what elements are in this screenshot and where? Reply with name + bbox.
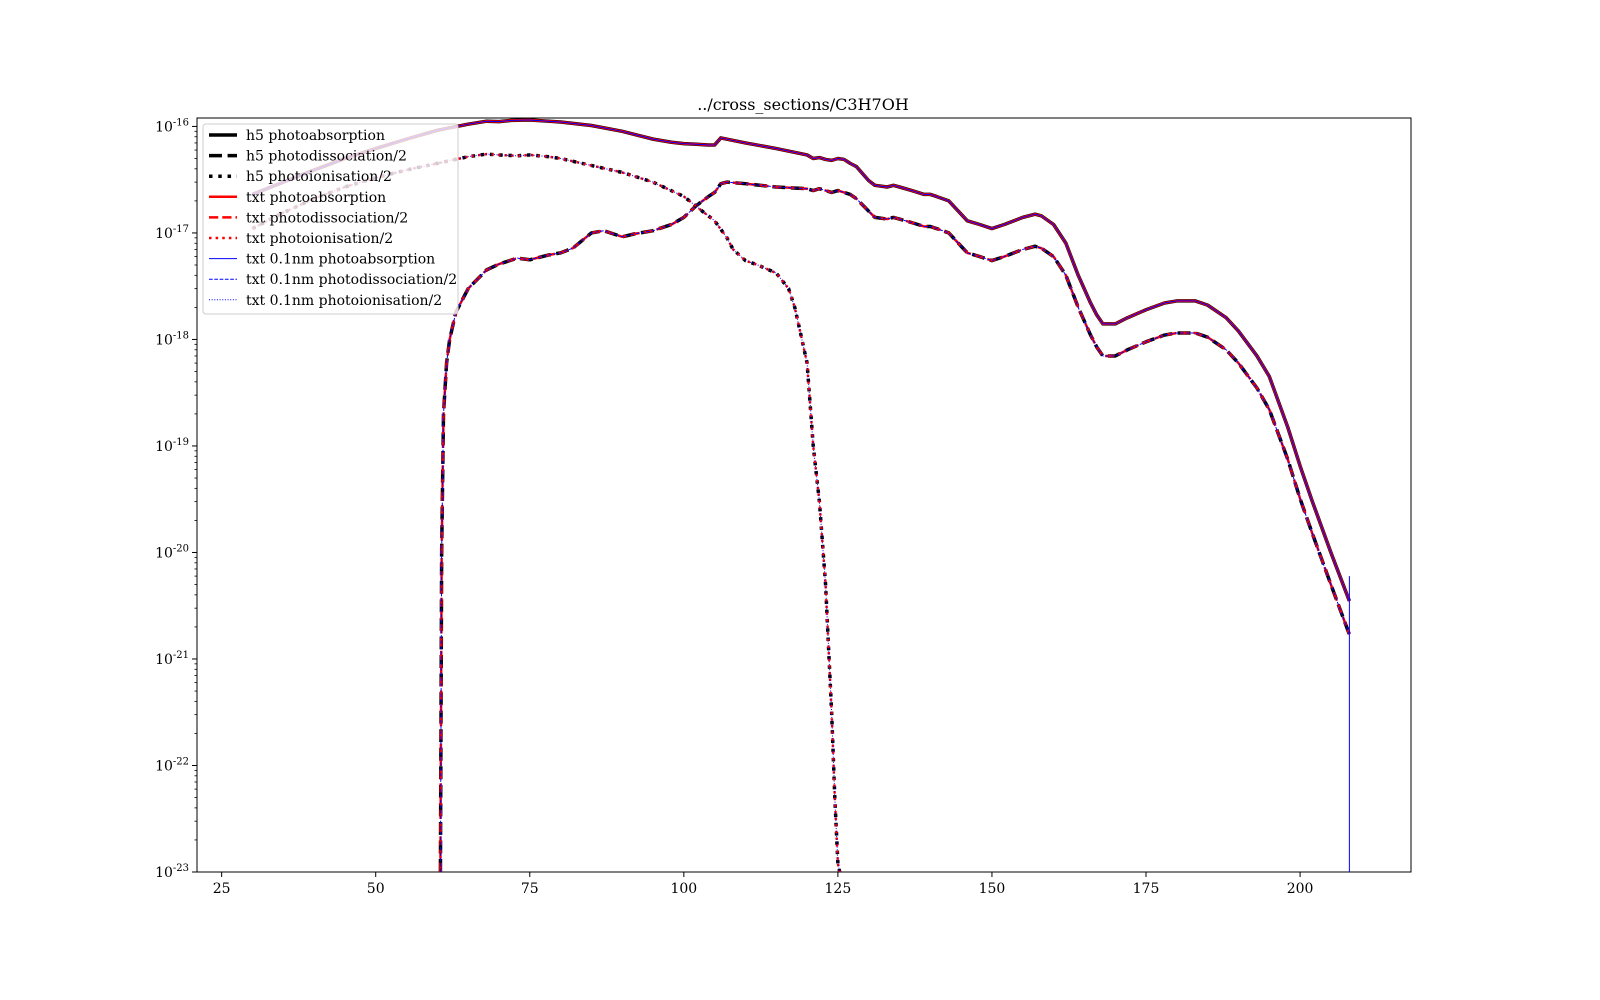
y-tick-label: 10-19 [155,437,189,455]
y-tick-label: 10-22 [155,756,189,774]
y-tick-label: 10-18 [155,330,189,348]
txt-01nm-dissociation-line [439,181,1350,872]
x-tick-label: 150 [979,881,1006,897]
txt-dissociation-line [439,180,1351,872]
txt-01nm-absorption-line [252,119,1350,602]
y-tick-label: 10-17 [155,224,189,242]
legend-label: h5 photoionisation/2 [246,169,392,185]
legend-box [202,123,459,315]
legend-label: txt photoabsorption [246,190,386,206]
x-tick-label: 175 [1133,881,1160,897]
legend-label: h5 photodissociation/2 [246,149,407,165]
legend: h5 photoabsorption h5 photodissociation/2… [202,123,459,315]
x-axis: 25 50 75 100 125 150 175 200 [213,872,1314,897]
y-tick-label: 10-21 [155,650,189,668]
y-tick-label: 10-23 [155,863,189,881]
y-axis: 10-16 10-17 10-18 10-19 10-20 10-21 10-22 10-23 [155,117,197,881]
x-tick-label: 50 [367,881,385,897]
legend-label: txt 0.1nm photodissociation/2 [246,272,457,288]
legend-label: txt 0.1nm photoabsorption [246,252,435,268]
x-tick-label: 125 [825,881,852,897]
legend-label: txt photodissociation/2 [246,210,408,226]
legend-label: h5 photoabsorption [246,128,385,144]
plot-frame [196,117,1412,873]
h5-dissociation-line [438,180,1352,872]
x-tick-label: 100 [670,881,697,897]
legend-label: txt photoionisation/2 [246,231,393,247]
txt-ionisation-line [251,152,842,872]
legend-label: txt 0.1nm photoionisation/2 [246,293,442,309]
y-tick-label: 10-16 [155,117,189,135]
x-tick-label: 25 [213,881,231,897]
y-tick-label: 10-20 [155,543,189,561]
chart-title: ../cross_sections/C3H7OH [697,95,909,114]
x-tick-label: 75 [521,881,539,897]
x-tick-label: 200 [1287,881,1314,897]
